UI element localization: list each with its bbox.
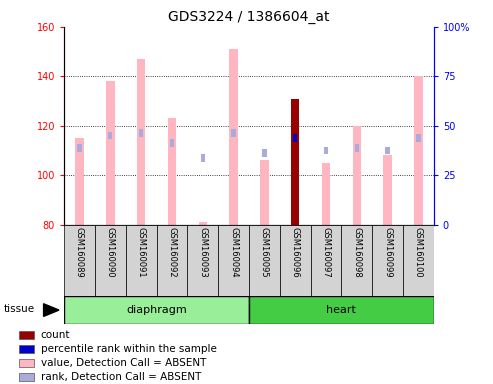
- Bar: [324, 147, 328, 154]
- Bar: [293, 134, 297, 142]
- Bar: [249, 225, 280, 296]
- Text: percentile rank within the sample: percentile rank within the sample: [40, 344, 216, 354]
- Bar: [137, 59, 145, 225]
- Bar: [77, 144, 82, 152]
- Bar: [108, 132, 112, 139]
- Text: GSM160097: GSM160097: [321, 227, 330, 278]
- Bar: [386, 147, 390, 154]
- Bar: [403, 225, 434, 296]
- Bar: [260, 161, 269, 225]
- Text: GSM160094: GSM160094: [229, 227, 238, 277]
- Bar: [64, 296, 249, 324]
- Bar: [75, 138, 84, 225]
- Bar: [201, 154, 205, 162]
- Text: GSM160096: GSM160096: [291, 227, 300, 278]
- Text: GSM160100: GSM160100: [414, 227, 423, 277]
- Bar: [311, 225, 341, 296]
- Text: GSM160091: GSM160091: [137, 227, 145, 277]
- Bar: [354, 144, 359, 152]
- Bar: [106, 81, 114, 225]
- Bar: [139, 129, 143, 137]
- Text: rank, Detection Call = ABSENT: rank, Detection Call = ABSENT: [40, 372, 201, 382]
- Bar: [95, 225, 126, 296]
- Bar: [416, 134, 421, 142]
- Bar: [19, 373, 34, 381]
- Bar: [231, 129, 236, 137]
- Bar: [19, 331, 34, 339]
- Text: diaphragm: diaphragm: [126, 305, 187, 315]
- Bar: [218, 225, 249, 296]
- Text: GSM160089: GSM160089: [75, 227, 84, 278]
- Bar: [126, 225, 157, 296]
- Text: heart: heart: [326, 305, 356, 315]
- Bar: [414, 76, 423, 225]
- Bar: [199, 222, 207, 225]
- Text: GSM160098: GSM160098: [352, 227, 361, 278]
- Text: GSM160090: GSM160090: [106, 227, 115, 277]
- Text: tissue: tissue: [3, 304, 35, 314]
- Text: GSM160093: GSM160093: [198, 227, 207, 278]
- Bar: [280, 225, 311, 296]
- Bar: [352, 126, 361, 225]
- Text: count: count: [40, 330, 70, 340]
- Bar: [291, 99, 299, 225]
- Bar: [187, 225, 218, 296]
- Text: GSM160099: GSM160099: [383, 227, 392, 277]
- Bar: [64, 225, 95, 296]
- Bar: [262, 149, 267, 157]
- Bar: [170, 139, 174, 147]
- Bar: [168, 118, 176, 225]
- Bar: [157, 225, 187, 296]
- Text: GSM160092: GSM160092: [168, 227, 176, 277]
- Bar: [19, 345, 34, 353]
- Bar: [372, 225, 403, 296]
- Polygon shape: [43, 304, 59, 316]
- Bar: [322, 163, 330, 225]
- Bar: [229, 49, 238, 225]
- Bar: [341, 225, 372, 296]
- Title: GDS3224 / 1386604_at: GDS3224 / 1386604_at: [168, 10, 330, 25]
- Text: GSM160095: GSM160095: [260, 227, 269, 277]
- Text: value, Detection Call = ABSENT: value, Detection Call = ABSENT: [40, 358, 206, 368]
- Bar: [249, 296, 434, 324]
- Bar: [19, 359, 34, 367]
- Bar: [384, 156, 392, 225]
